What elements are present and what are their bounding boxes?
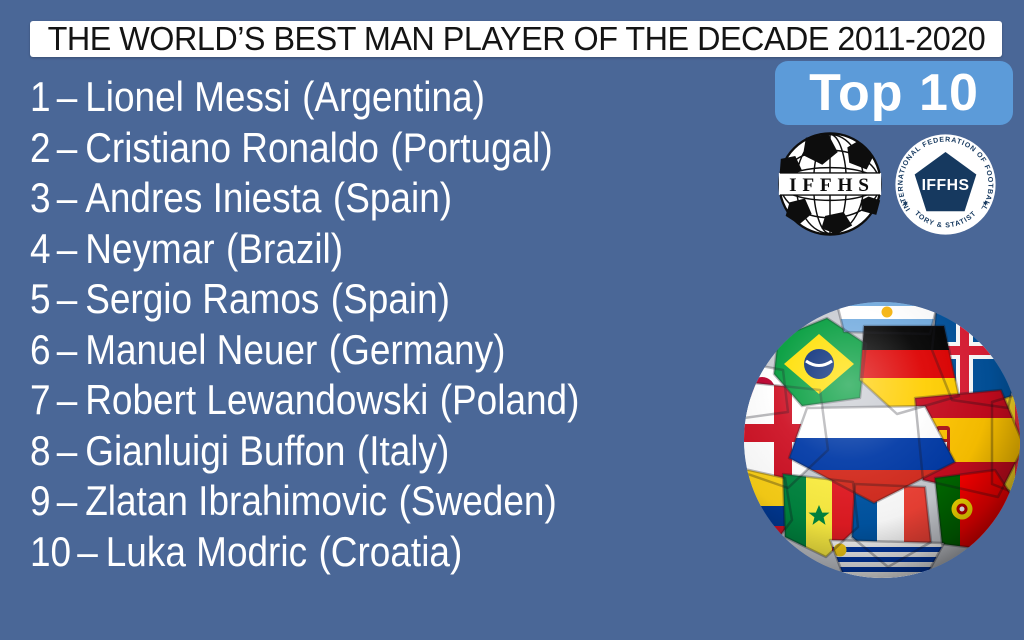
player-country: (Italy) bbox=[356, 426, 450, 474]
list-item: 4– Neymar (Brazil) bbox=[30, 224, 579, 275]
top10-badge: Top 10 bbox=[775, 61, 1013, 125]
list-item: 7– Robert Lewandowski (Poland) bbox=[30, 375, 579, 426]
player-rank: 6 bbox=[30, 325, 51, 373]
globe-pentagon-patches bbox=[779, 133, 881, 235]
player-country: (Argentina) bbox=[302, 73, 485, 120]
player-rank: 3 bbox=[30, 174, 51, 221]
title-bar: THE WORLD’S BEST MAN PLAYER OF THE DECAD… bbox=[30, 20, 1002, 57]
rank-separator: – bbox=[56, 123, 78, 171]
player-country: (Croatia) bbox=[318, 527, 463, 575]
list-item: 6– Manuel Neuer (Germany) bbox=[30, 325, 579, 376]
list-item: 5– Sergio Ramos (Spain) bbox=[30, 274, 579, 325]
player-rank: 5 bbox=[30, 275, 51, 322]
player-country: (Poland) bbox=[439, 376, 580, 423]
player-name: Cristiano Ronaldo bbox=[85, 123, 379, 171]
player-name: Robert Lewandowski bbox=[85, 376, 429, 423]
player-rank: 1 bbox=[30, 73, 51, 120]
player-rank: 4 bbox=[30, 224, 51, 272]
player-list: 1– Lionel Messi (Argentina) 2– Cristiano Ro… bbox=[30, 72, 654, 577]
rank-separator: – bbox=[56, 477, 78, 524]
player-rank: 2 bbox=[30, 123, 51, 171]
player-name: Zlatan Ibrahimovic bbox=[85, 477, 388, 524]
player-rank: 7 bbox=[30, 376, 51, 423]
player-name: Neymar bbox=[85, 224, 215, 272]
list-item: 1– Lionel Messi (Argentina) bbox=[30, 72, 579, 123]
list-item: 9– Zlatan Ibrahimovic (Sweden) bbox=[30, 476, 579, 527]
rank-separator: – bbox=[56, 224, 78, 272]
player-name: Manuel Neuer bbox=[85, 325, 318, 373]
player-name: Gianluigi Buffon bbox=[85, 426, 346, 474]
rank-separator: – bbox=[56, 325, 78, 373]
globe-label-band bbox=[778, 172, 882, 196]
player-country: (Brazil) bbox=[226, 224, 344, 272]
list-item: 3– Andres Iniesta (Spain) bbox=[30, 173, 579, 224]
badge-center-label: IFFHS bbox=[922, 177, 970, 194]
badge-star-left-icon: ✱ bbox=[903, 200, 909, 208]
badge-star-right-icon: ✱ bbox=[983, 200, 989, 208]
top10-label: Top 10 bbox=[809, 64, 979, 122]
flags-football-image bbox=[744, 302, 1020, 578]
page-title: THE WORLD’S BEST MAN PLAYER OF THE DECAD… bbox=[47, 20, 985, 57]
list-item: 10– Luka Modric (Croatia) bbox=[30, 527, 579, 578]
rank-separator: – bbox=[56, 426, 78, 474]
player-name: Sergio Ramos bbox=[85, 275, 320, 322]
player-country: (Spain) bbox=[330, 275, 450, 322]
iffhs-badge-logo-icon: IFFHS INTERNATIONAL FEDERATION OF FOOTBA… bbox=[895, 134, 996, 235]
list-item: 8– Gianluigi Buffon (Italy) bbox=[30, 426, 579, 477]
rank-separator: – bbox=[56, 174, 78, 221]
player-rank: 9 bbox=[30, 477, 51, 524]
rank-separator: – bbox=[77, 527, 98, 575]
rank-separator: – bbox=[56, 376, 78, 423]
player-country: (Sweden) bbox=[398, 477, 557, 524]
ball-shading bbox=[744, 302, 1020, 578]
player-rank: 8 bbox=[30, 426, 51, 474]
list-item: 2– Cristiano Ronaldo (Portugal) bbox=[30, 123, 579, 174]
player-country: (Portugal) bbox=[390, 123, 553, 171]
player-name: Andres Iniesta bbox=[85, 174, 322, 221]
player-country: (Germany) bbox=[328, 325, 506, 373]
iffhs-globe-logo-icon: IFFHS bbox=[778, 132, 882, 236]
player-name: Lionel Messi bbox=[85, 73, 291, 120]
player-name: Luka Modric bbox=[105, 527, 308, 575]
rank-separator: – bbox=[56, 275, 78, 322]
player-rank: 10 bbox=[30, 527, 72, 575]
player-country: (Spain) bbox=[332, 174, 453, 221]
rank-separator: – bbox=[56, 73, 78, 120]
badge-pentagon bbox=[914, 152, 977, 212]
globe-logo-label: IFFHS bbox=[789, 175, 875, 196]
